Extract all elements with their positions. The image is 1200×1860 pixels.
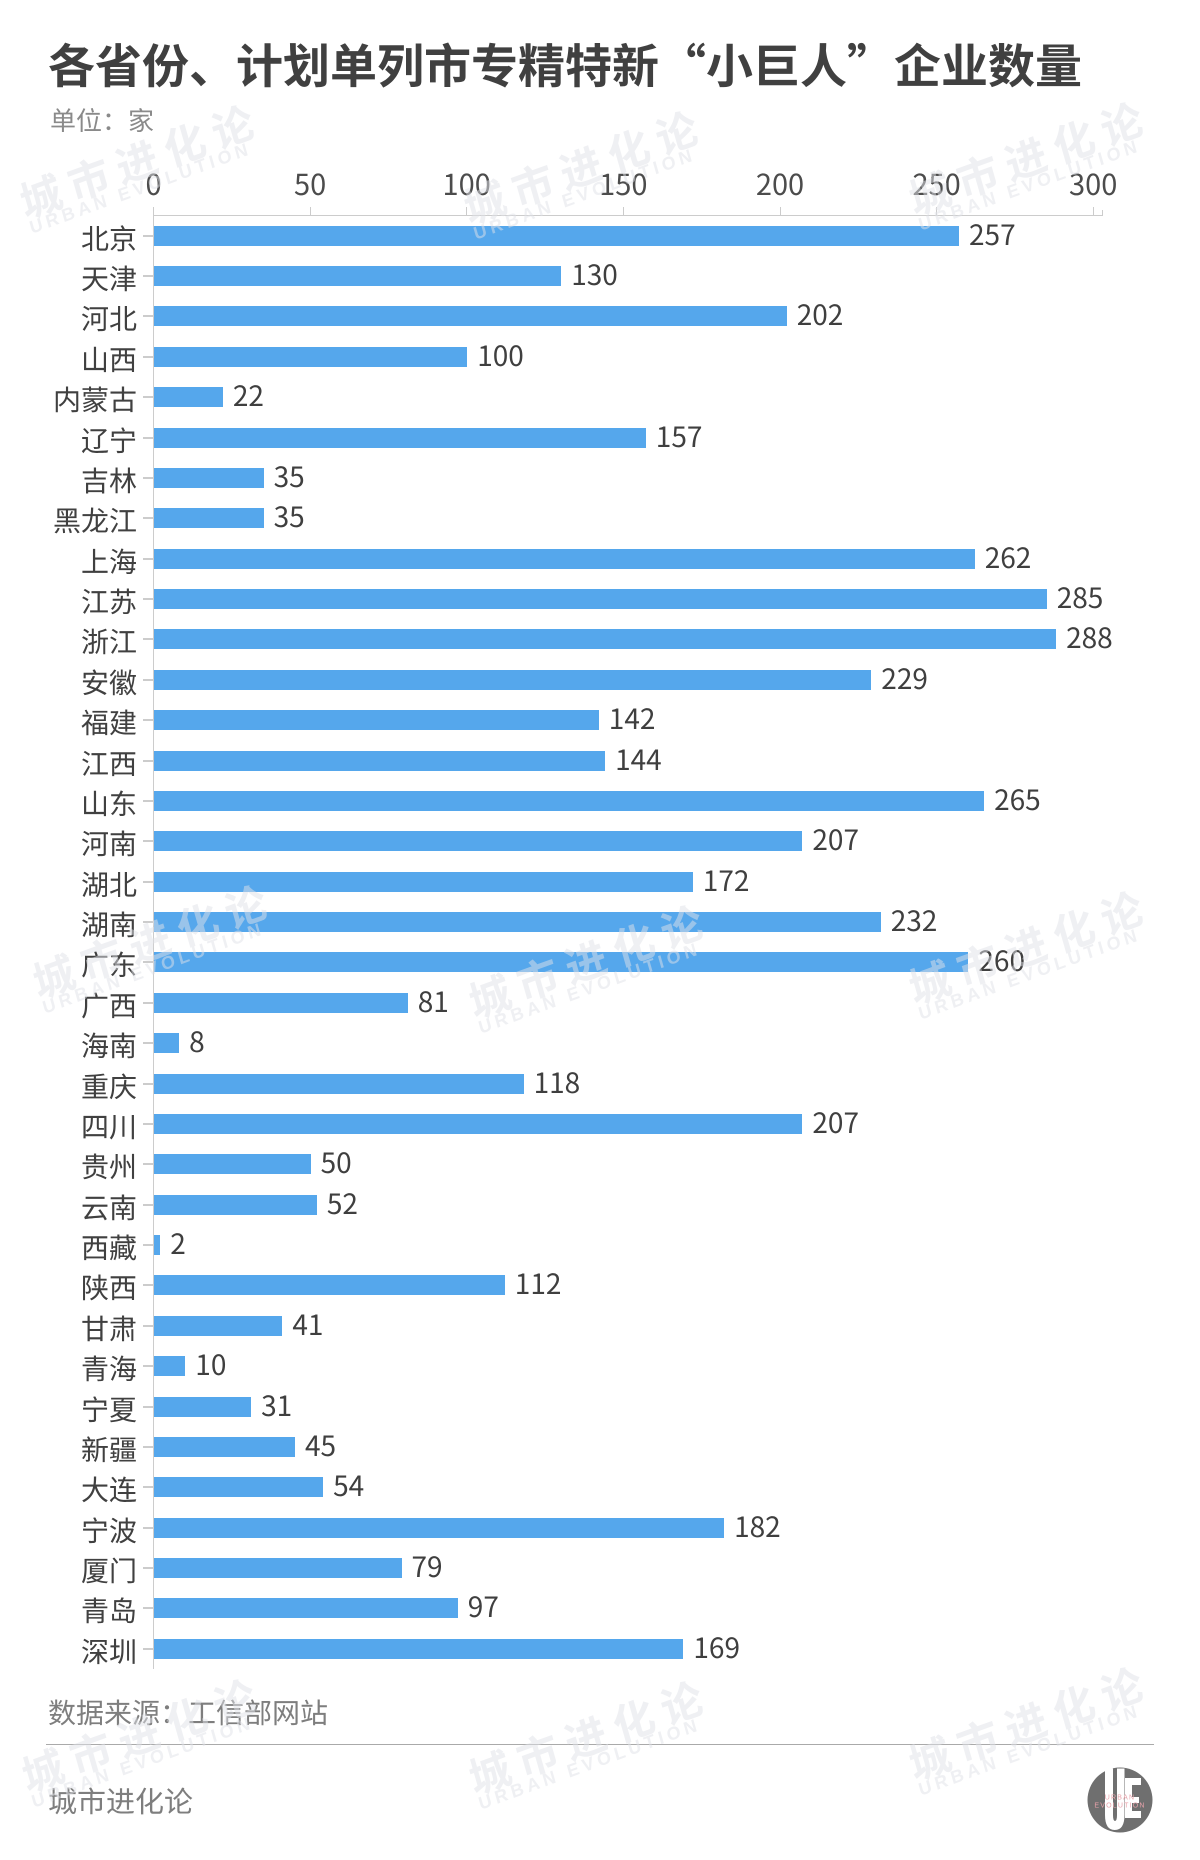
- svg-text:EVOLUTION: EVOLUTION: [1094, 1803, 1145, 1810]
- svg-text:URBAN: URBAN: [1105, 1795, 1136, 1802]
